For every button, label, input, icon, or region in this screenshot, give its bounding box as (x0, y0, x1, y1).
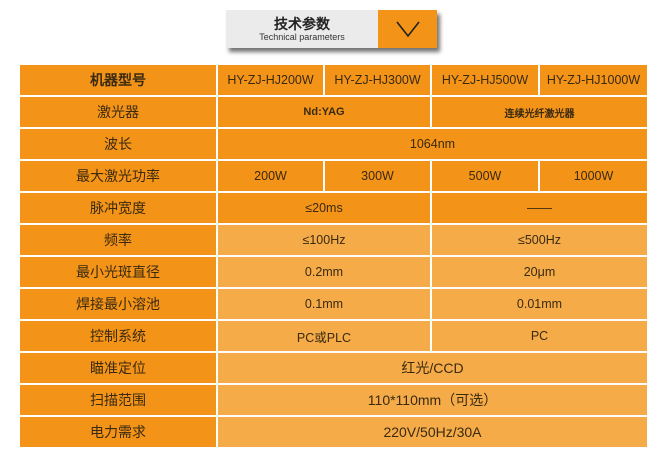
table-row: 扫描范围 110*110mm（可选） (20, 383, 647, 417)
cell: ≤500Hz (430, 223, 647, 257)
cell: 红光/CCD (216, 351, 647, 385)
cell: 110*110mm（可选） (216, 383, 647, 417)
cell: PC或PLC (216, 319, 432, 353)
cell: 连续光纤激光器 (430, 95, 647, 129)
row-label: 激光器 (20, 95, 218, 129)
cell: 500W (430, 159, 540, 193)
table-row: 最大激光功率 200W 300W 500W 1000W (20, 159, 647, 193)
cell: 0.1mm (216, 287, 432, 321)
section-subtitle: Technical parameters (259, 32, 345, 42)
model-cell: HY-ZJ-HJ300W (323, 65, 432, 97)
table-row: 激光器 Nd:YAG 连续光纤激光器 (20, 95, 647, 129)
section-title: 技术参数 (274, 17, 330, 33)
row-label: 扫描范围 (20, 383, 218, 417)
chevron-down-icon[interactable] (378, 10, 437, 48)
row-label: 频率 (20, 223, 218, 257)
row-label: 控制系统 (20, 319, 218, 353)
cell: 1000W (538, 159, 647, 193)
row-label: 焊接最小溶池 (20, 287, 218, 321)
row-label: 波长 (20, 127, 218, 161)
model-cell: HY-ZJ-HJ1000W (538, 65, 647, 97)
cell: PC (430, 319, 647, 353)
row-label: 最大激光功率 (20, 159, 218, 193)
table-row: 瞄准定位 红光/CCD (20, 351, 647, 385)
row-label: 最小光斑直径 (20, 255, 218, 289)
model-label: 机器型号 (20, 65, 218, 97)
row-label: 瞄准定位 (20, 351, 218, 385)
spec-table: 机器型号 HY-ZJ-HJ200W HY-ZJ-HJ300W HY-ZJ-HJ5… (20, 65, 647, 447)
model-cell: HY-ZJ-HJ200W (216, 65, 325, 97)
model-cell: HY-ZJ-HJ500W (430, 65, 540, 97)
cell: 0.01mm (430, 287, 647, 321)
cell: 1064nm (216, 127, 647, 161)
row-label: 脉冲宽度 (20, 191, 218, 225)
row-label: 电力需求 (20, 415, 218, 447)
table-row: 焊接最小溶池 0.1mm 0.01mm (20, 287, 647, 321)
cell: —— (430, 191, 647, 225)
cell: ≤100Hz (216, 223, 432, 257)
section-header: 技术参数 Technical parameters (226, 10, 437, 48)
table-row: 脉冲宽度 ≤20ms —— (20, 191, 647, 225)
table-row: 频率 ≤100Hz ≤500Hz (20, 223, 647, 257)
cell: ≤20ms (216, 191, 432, 225)
cell: Nd:YAG (216, 95, 432, 129)
cell: 220V/50Hz/30A (216, 415, 647, 447)
table-row: 最小光斑直径 0.2mm 20μm (20, 255, 647, 289)
cell: 0.2mm (216, 255, 432, 289)
table-header-row: 机器型号 HY-ZJ-HJ200W HY-ZJ-HJ300W HY-ZJ-HJ5… (20, 65, 647, 97)
cell: 20μm (430, 255, 647, 289)
cell: 200W (216, 159, 325, 193)
cell: 300W (323, 159, 432, 193)
table-row: 电力需求 220V/50Hz/30A (20, 415, 647, 447)
table-row: 波长 1064nm (20, 127, 647, 161)
table-row: 控制系统 PC或PLC PC (20, 319, 647, 353)
